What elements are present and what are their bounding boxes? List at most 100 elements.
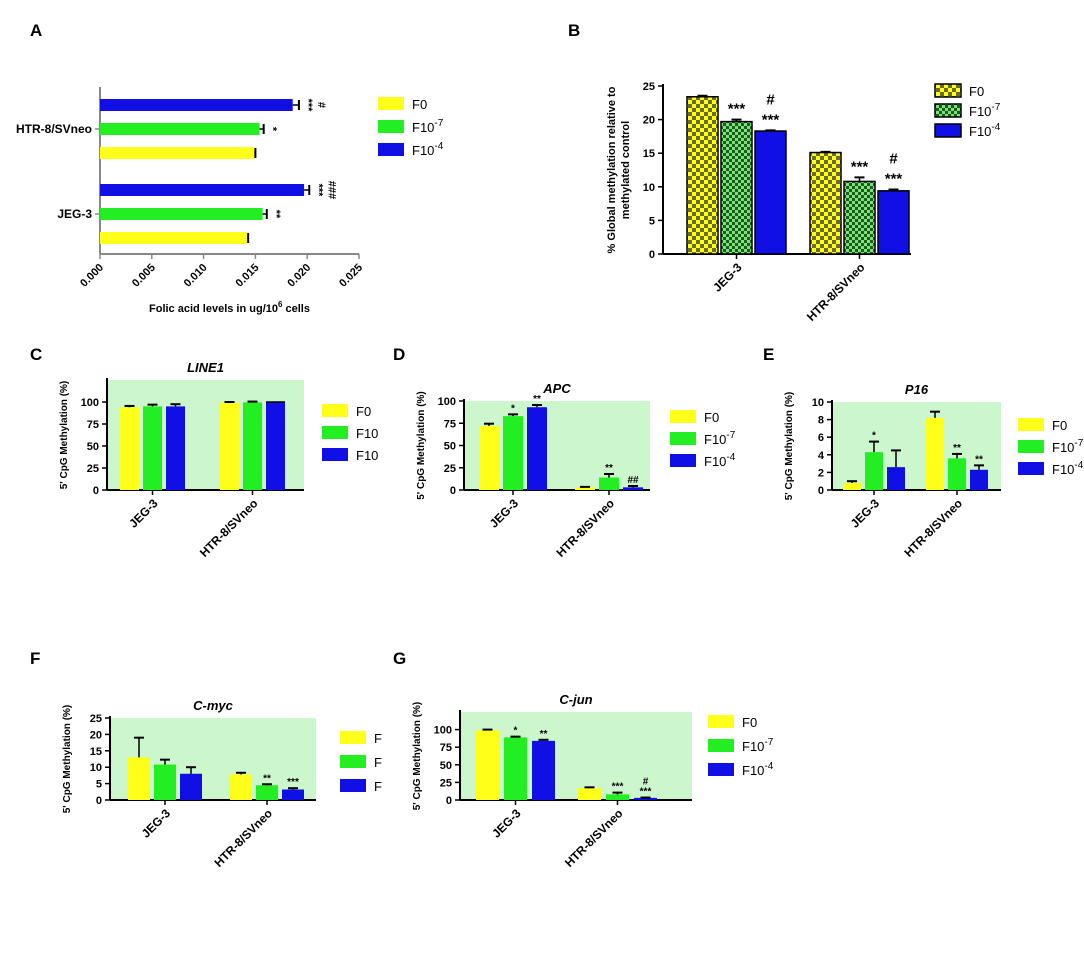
y-tick-label: 0 [93,485,99,497]
legend-label: F10-4 [1052,460,1084,477]
bar-d [575,487,595,490]
y-tick-label: 75 [444,418,456,430]
significance-label: ** [975,454,983,465]
y-tick-label: 75 [440,742,452,754]
category-label: JEG-3 [848,496,883,531]
legend-label: F10-4 [704,452,736,469]
bar-e [948,458,966,490]
y-tick-label: 10 [90,762,102,774]
bar-a [100,208,263,220]
bar-d [503,416,523,490]
y-tick-label: 25 [440,777,452,789]
bar-g [634,797,657,800]
legend-label: F0 [412,97,427,112]
hash-label: ### [325,181,337,199]
bar-g [476,730,499,800]
bar-b [843,180,876,255]
y-tick-label: 20 [643,115,655,127]
bar-c [143,406,162,490]
legend-label: F10-4 [742,761,774,778]
y-tick-label: 50 [87,441,99,453]
legend-swatch [934,103,962,118]
legend-label: F10 [356,448,378,463]
bar-g [504,737,527,800]
y-axis-label: 5' CpG Methylation (%) [62,705,73,814]
bar-d [527,407,547,490]
bar-f [256,785,278,800]
bar-c [220,402,239,490]
y-tick-label: 25 [90,713,102,725]
y-tick-label: 25 [444,463,456,475]
legend-swatch [1018,462,1044,475]
bar-b [754,130,787,255]
chart-title: LINE1 [187,360,224,375]
category-label: HTR-8/SVneo [562,806,626,870]
y-tick-label: 20 [90,729,102,741]
bar-b [809,151,842,255]
legend-label: F10-7 [704,430,736,447]
legend-swatch [670,432,696,445]
significance-label: *** [728,101,746,118]
bar-e [970,469,988,490]
y-axis-label: 5' CpG Methylation (%) [416,391,427,500]
bar-b [686,96,719,255]
hash-label: # [889,150,898,167]
bar-d [599,477,619,490]
legend-swatch [934,123,962,138]
bar-c [166,406,185,490]
y-tick-label: 2 [818,467,824,479]
significance-label: ** [270,210,282,219]
bar-g [606,794,629,800]
category-label: HTR-8/SVneo [211,806,275,870]
significance-label: ** [605,463,613,474]
y-tick-label: 0 [450,485,456,497]
y-tick-label: 100 [438,396,456,408]
legend-label: F0 [742,715,757,730]
bar-a [100,184,305,196]
y-tick-label: 6 [818,432,824,444]
hash-label: ## [627,475,639,486]
x-tick-label: 0.025 [337,262,365,290]
legend-swatch [378,143,404,156]
x-tick-label: 0.000 [78,262,106,290]
y-tick-label: 5 [96,779,102,791]
legend-label: F10-7 [1052,438,1084,455]
hash-label: # [643,777,649,788]
category-label: JEG-3 [57,207,92,221]
y-tick-label: 15 [643,148,655,160]
bar-g [578,788,601,800]
legend-label: F10-7 [969,102,1001,119]
category-label: HTR-8/SVneo [197,496,261,560]
category-label: HTR-8/SVneo [804,260,868,324]
y-tick-label: 15 [90,746,102,758]
bar-c [266,402,285,490]
y-axis-label: 5' CpG Methylation (%) [59,381,70,490]
legend-swatch [340,755,366,768]
panel-label: D [393,345,405,364]
bar-d [479,425,499,490]
legend-swatch [708,715,734,728]
y-axis-label: % Global methylation relative to methylat… [606,86,632,253]
category-label: HTR-8/SVneo [16,122,92,136]
category-label: JEG-3 [126,496,161,531]
legend-swatch [934,83,962,98]
significance-label: *** [885,170,903,187]
y-tick-label: 0 [649,249,655,261]
legend-swatch [322,426,348,439]
panel-c: C LINE1 0 25 50 75 100 5' CpG Methylation (%) JE… [30,345,378,560]
y-tick-label: 0 [818,485,824,497]
legend-label: F10-4 [412,141,444,158]
y-tick-label: 25 [643,81,655,93]
bar-d [623,487,643,490]
category-label: JEG-3 [139,806,174,841]
x-tick-label: 0.005 [130,262,158,290]
legend-swatch [1018,418,1044,431]
panel-label: B [568,21,580,40]
legend-swatch [322,448,348,461]
bar-b [877,190,910,255]
y-tick-label: 5 [649,215,655,227]
significance-label: * [511,403,515,414]
legend-swatch [670,410,696,423]
x-tick-label: 0.010 [182,262,210,290]
